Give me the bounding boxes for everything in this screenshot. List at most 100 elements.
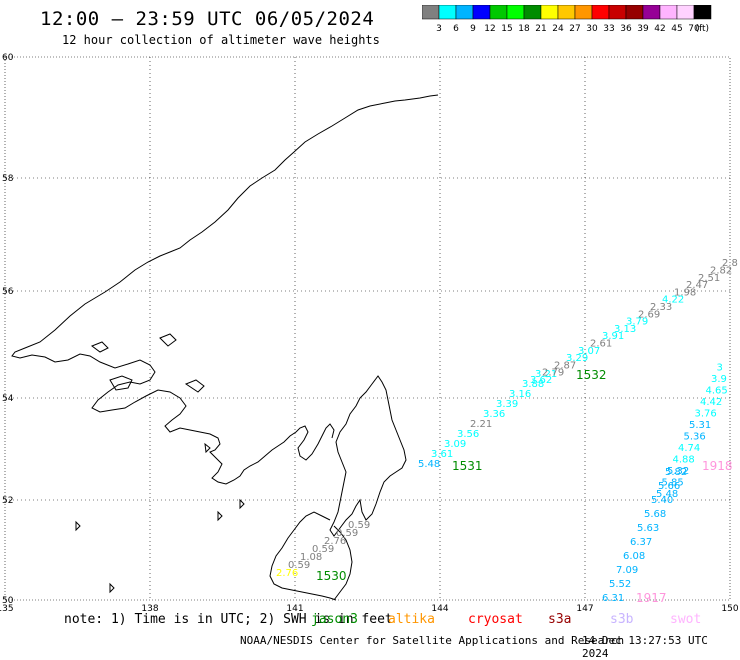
wave-height-value: 2.87 [554,360,576,371]
latitude-label: 56 [2,287,14,297]
wave-height-value: 3.76 [695,409,717,420]
wave-height-value: 3.21 [535,369,557,380]
wave-height-value: 7.09 [616,565,638,576]
colorbar-label: 42 [654,24,665,34]
longitude-label: 138 [141,604,158,614]
wave-height-value: 2.47 [686,280,708,291]
longitude-label: 135 [0,604,14,614]
wave-height-value: 2.76 [276,568,298,579]
colorbar-label: 12 [484,24,495,34]
latitude-label: 58 [2,174,14,184]
wave-height-value: 4.65 [706,386,728,397]
wave-height-value: 3.79 [626,317,648,328]
wave-height-value: 4.42 [700,397,722,408]
wave-height-value: 5.52 [609,579,631,590]
wave-height-value: 3.56 [457,429,479,440]
latitude-label: 60 [2,53,14,63]
pass-time-label: 1531 [452,459,483,473]
coastline [11,94,439,601]
wave-height-value: 4.74 [678,443,700,454]
wave-height-value: 2.8 [722,258,738,269]
colorbar-label: 39 [637,24,649,34]
colorbar-label: 33 [603,24,614,34]
wave-height-value: 5.31 [689,420,711,431]
map-frame [4,56,731,601]
wave-height-value: 5.36 [684,432,706,443]
wave-height-value: 5.85 [662,478,684,489]
wave-height-value: 2.69 [638,309,660,320]
wave-height-value: 0.59 [312,544,334,555]
wave-height-value: 3.07 [578,346,600,357]
wave-height-value: 3.88 [522,379,544,390]
colorbar-label: 30 [586,24,598,34]
color-swatch [693,5,712,20]
colorbar-label: 9 [470,24,476,34]
wave-height-value: 6.37 [630,537,652,548]
wave-height-value: 0.59 [348,520,370,531]
wave-height-value: 2.51 [698,273,720,284]
wave-height-value: 5.63 [637,523,659,534]
satellite-legend-item: swot [670,612,702,627]
wave-height-value: 2.82 [710,266,732,277]
wave-height-value: 4.22 [662,295,684,306]
pass-time-label: 1530 [316,569,347,583]
wave-height-value: 3.61 [431,449,453,460]
wave-height-value: 5.66 [658,481,680,492]
generation-timestamp: 14 Dec 13:27:53 UTC 2024 [582,634,708,660]
wave-height-value: 5.40 [651,495,673,506]
wave-height-value: 3.09 [444,439,466,450]
wave-height-value: 4.88 [673,455,695,466]
satellite-legend-item: s3b [610,612,634,627]
wave-height-value: 3.36 [483,409,505,420]
footnote: note: 1) Time is in UTC; 2) SWH is in fe… [64,612,393,627]
wave-height-value: 2.61 [590,339,612,350]
wave-height-value: 2.33 [650,302,672,313]
satellite-legend-item: cryosat [468,612,523,627]
latitude-label: 54 [2,394,14,404]
wave-height-value: 5.32 [667,466,689,477]
map-title: 12:00 – 23:59 UTC 06/05/2024 [40,8,375,30]
wave-height-value: 2.21 [470,419,492,430]
map-subtitle: 12 hour collection of altimeter wave hei… [62,33,380,47]
color-legend: 3 6 9 12 15 18 21 24 27 30 33 36 39 42 45 70(ft) [422,5,712,34]
wave-height-value: 3.29 [566,353,588,364]
satellite-legend-item: altika [388,612,435,627]
wave-height-value: 1.08 [300,552,322,563]
wave-height-value: 3.13 [614,324,636,335]
longitude-label: 147 [576,604,593,614]
wave-height-value: 3.91 [602,331,624,342]
pass-time-label: 1918 [702,459,733,473]
graticule: 135 138 141 144 147 150 60 58 56 54 52 50 [0,53,739,614]
wave-height-value: 0.59 [336,528,358,539]
wave-height-value: 6.31 [602,593,624,604]
wave-height-value: 3.39 [496,399,518,410]
credit-line: NOAA/NESDIS Center for Satellite Applica… [240,634,625,647]
wave-height-value: 5.48 [656,489,678,500]
pass-time-label: 1532 [576,368,607,382]
latitude-label: 52 [2,496,13,506]
longitude-label: 141 [286,604,303,614]
colorbar-label: 6 [453,24,459,34]
wave-height-value: 3.9 [711,374,727,385]
colorbar-label: 15 [501,24,512,34]
wave-height-value: 2.79 [542,368,564,379]
colorbar-label: 36 [620,24,632,34]
wave-height-value: 6.08 [623,551,645,562]
altimeter-tracks: 2.760.591.080.592.760.590.5915305.483.61… [276,258,738,605]
colorbar-label: 3 [436,24,442,34]
longitude-label: 150 [721,604,738,614]
pass-time-label: 1917 [636,591,667,605]
wave-height-value: 1.98 [674,287,696,298]
wave-height-value: 3 [717,363,723,374]
colorbar-label: 18 [518,24,530,34]
wave-height-value: 5.48 [418,459,440,470]
satellite-legend-item: jason3 [311,612,358,627]
latitude-label: 50 [2,596,14,606]
wave-height-value: 0.59 [288,560,310,571]
colorbar-label: 27 [569,24,580,34]
colorbar-label: 21 [535,24,546,34]
satellite-legend-item: s3a [548,612,572,627]
wave-height-value: 5.68 [644,509,666,520]
longitude-label: 144 [431,604,448,614]
